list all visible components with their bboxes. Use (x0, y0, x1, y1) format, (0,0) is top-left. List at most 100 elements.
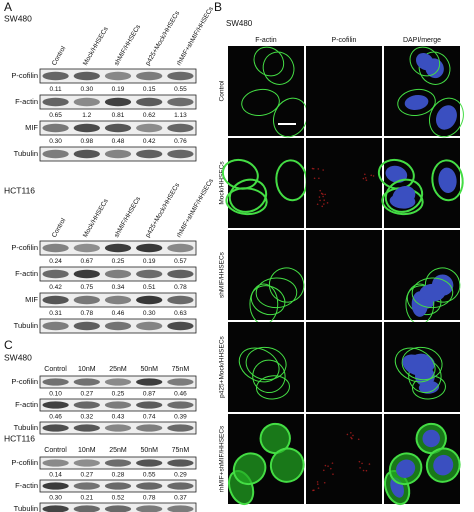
blot-band (42, 505, 69, 512)
band-value: 0.24 (49, 258, 62, 265)
blot-band (104, 269, 132, 279)
signal-dot (370, 174, 373, 177)
signal-dot (357, 438, 360, 441)
micrograph-bg (228, 46, 304, 136)
row-label: F-actin (15, 269, 38, 278)
signal-dot (327, 465, 329, 467)
signal-dot (326, 202, 329, 204)
column-header: 25nM (109, 447, 127, 454)
cell-outline (411, 277, 454, 309)
column-header: 50nM (140, 366, 158, 373)
micrograph (384, 230, 461, 325)
signal-dot (319, 199, 321, 202)
band-value: 0.30 (49, 495, 62, 502)
blot-band (73, 243, 100, 253)
signal-dot (324, 464, 327, 467)
signal-dot (323, 203, 325, 205)
micrograph (306, 322, 382, 412)
blot-band (42, 321, 69, 331)
cell-outline (397, 88, 436, 116)
band-value: 0.87 (143, 391, 156, 398)
column-header: DAPI/merge (403, 37, 441, 44)
band-value: 0.32 (80, 414, 93, 421)
blot-band (73, 123, 100, 133)
blot-band (73, 149, 100, 159)
column-header: Control (51, 45, 68, 67)
signal-dot (323, 481, 326, 484)
signal-dot (316, 203, 319, 206)
band-value: 0.46 (174, 391, 187, 398)
blot-band (104, 401, 132, 409)
blot-band (167, 401, 194, 409)
nucleus (396, 459, 416, 478)
blot-band (136, 295, 163, 305)
signal-dot (365, 179, 368, 181)
signal-dot (364, 173, 366, 176)
band-value: 0.10 (49, 391, 62, 398)
panel-label: B (214, 0, 222, 14)
column-header: Control (51, 217, 68, 239)
micrograph (384, 322, 460, 412)
cell-outline (401, 346, 443, 381)
band-value: 0.39 (174, 414, 187, 421)
row-label: Tubulin (14, 321, 38, 330)
blot-band (73, 459, 100, 467)
nucleus (433, 454, 454, 476)
row-label: P-cofilin (11, 243, 38, 252)
signal-dot (364, 177, 367, 179)
signal-dot (361, 462, 363, 465)
cell-outline (238, 347, 280, 383)
cell-line: HCT116 (4, 185, 35, 195)
band-value: 0.30 (80, 86, 93, 93)
blot-band (104, 97, 132, 107)
blot-band (136, 424, 163, 432)
column-header: 10nM (78, 447, 96, 454)
column-header: Mock/HHSECs (82, 25, 110, 67)
blot-band (73, 295, 100, 305)
cell-outline (253, 46, 285, 77)
band-value: 0.67 (80, 258, 93, 265)
signal-dot (312, 167, 315, 170)
blot-band (73, 378, 100, 386)
cell-line: SW480 (226, 19, 253, 28)
band-value: 0.25 (112, 391, 125, 398)
band-value: 0.76 (174, 138, 187, 145)
micrograph (377, 138, 464, 228)
band-value: 0.19 (143, 258, 156, 265)
band-value: 0.30 (143, 310, 156, 317)
band-value: 0.42 (143, 138, 156, 145)
blot-band (104, 505, 132, 512)
column-header: F-actin (255, 37, 277, 44)
band-value: 0.27 (80, 472, 93, 479)
nucleus (392, 185, 416, 206)
blot-band (136, 505, 163, 512)
blot-band (136, 378, 163, 386)
signal-dot (330, 467, 332, 470)
cell-outline (255, 375, 290, 400)
micrograph-bg (306, 414, 382, 504)
band-value: 0.43 (112, 414, 125, 421)
band-value: 0.98 (80, 138, 93, 145)
blot-band (136, 71, 163, 81)
signal-dot (362, 177, 365, 180)
band-value: 0.30 (49, 138, 62, 145)
row-label: p425+Mock/HHSECs (219, 335, 226, 397)
row-label: F-actin (15, 400, 38, 409)
blot-band (136, 401, 163, 409)
row-label: F-actin (15, 481, 38, 490)
band-value: 0.62 (143, 112, 156, 119)
blot-band (104, 459, 132, 467)
row-label: Tubulin (14, 149, 38, 158)
cell-outline (225, 187, 268, 216)
row-label: MIF (25, 295, 38, 304)
micrograph (306, 138, 382, 228)
nucleus (402, 354, 428, 376)
signal-dot (316, 481, 319, 483)
signal-dot (313, 177, 316, 180)
blot-band (104, 295, 132, 305)
signal-dot (359, 467, 361, 469)
band-value: 0.31 (49, 310, 62, 317)
band-value: 0.78 (80, 310, 93, 317)
panel-label: A (4, 0, 12, 14)
signal-dot (362, 469, 365, 472)
